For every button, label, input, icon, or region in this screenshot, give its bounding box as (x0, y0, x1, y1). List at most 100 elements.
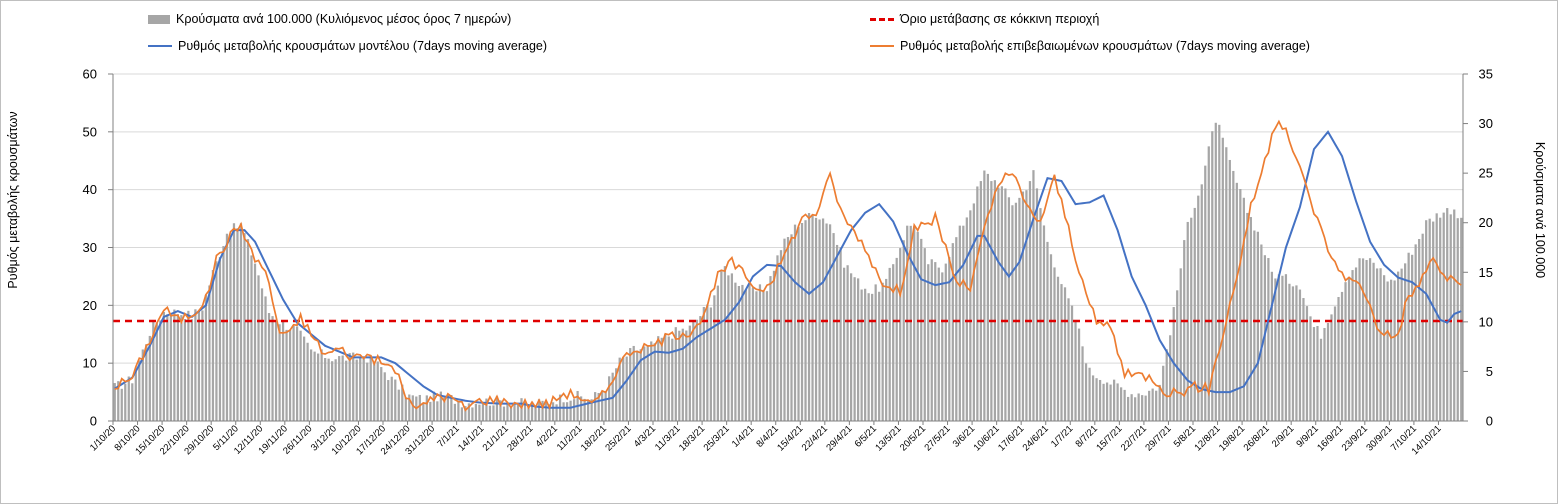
case-bar (906, 225, 909, 421)
y-left-tick-label: 60 (83, 67, 97, 82)
x-tick-label: 23/9/21 (1340, 423, 1370, 453)
x-tick-label: 12/8/21 (1192, 423, 1222, 453)
case-bar (1134, 397, 1137, 421)
case-bar (1095, 378, 1098, 421)
case-bar (506, 403, 509, 421)
case-bar (972, 203, 975, 421)
x-tick-label: 22/7/21 (1119, 423, 1149, 453)
legend-bar-swatch (148, 14, 170, 24)
case-bar (569, 400, 572, 421)
case-bar (713, 295, 716, 421)
case-bar (513, 403, 516, 421)
case-bar (1267, 258, 1270, 421)
case-bar (685, 330, 688, 421)
case-bar (502, 406, 506, 421)
case-bar (117, 381, 120, 421)
case-bar (309, 349, 313, 421)
case-bar (723, 266, 727, 421)
case-bar (888, 267, 891, 421)
case-bar (636, 350, 639, 421)
case-bar (562, 402, 565, 421)
x-tick-label: 29/7/21 (1143, 423, 1173, 453)
case-bar (983, 170, 986, 421)
case-bar (334, 359, 337, 421)
case-bar (1228, 159, 1231, 422)
case-bar (948, 256, 951, 421)
case-bar (867, 293, 870, 421)
case-bar (818, 219, 821, 421)
y-left-tick-label: 50 (83, 124, 97, 139)
line-series (114, 119, 1462, 412)
case-bar (1375, 268, 1379, 421)
case-bar (404, 397, 407, 421)
case-bar (860, 289, 863, 421)
case-bar (422, 402, 425, 421)
case-bar (969, 210, 972, 421)
case-bar (1446, 208, 1449, 421)
case-bar (499, 400, 502, 421)
legend-label-cases: Κρούσματα ανά 100.000 (Κυλιόμενος μέσος … (176, 12, 512, 26)
case-bar (260, 288, 264, 421)
x-tick-label: 1/4/21 (730, 423, 756, 449)
case-bar (324, 358, 327, 421)
case-bar (1274, 278, 1277, 421)
y-left-tick-label: 10 (83, 356, 97, 371)
legend-item-model-line: Ρυθμός μεταβολής κρουσμάτων μοντέλου (7d… (148, 39, 547, 53)
case-bar (138, 360, 141, 421)
case-bar (1028, 181, 1032, 421)
case-bar (986, 173, 989, 421)
case-bar (1081, 346, 1084, 421)
case-bar (1309, 316, 1312, 421)
case-bar (853, 277, 856, 421)
case-bar (348, 353, 351, 421)
case-bar (1397, 271, 1400, 421)
case-bar (604, 390, 607, 421)
case-bar (1256, 231, 1259, 421)
case-bar (215, 261, 218, 421)
case-bar (183, 319, 187, 421)
case-bar (1358, 258, 1361, 421)
case-bar (1340, 291, 1344, 421)
case-bar (355, 359, 358, 421)
case-bar (453, 403, 457, 421)
case-bar (1169, 335, 1172, 421)
case-bar (958, 225, 961, 421)
case-bar (702, 306, 705, 421)
case-bar (716, 285, 719, 421)
case-bar (457, 401, 460, 421)
case-bar (509, 406, 513, 421)
case-bar (362, 358, 365, 421)
case-bar (772, 270, 776, 421)
case-bar (201, 310, 204, 421)
case-bar (597, 392, 600, 421)
case-bar (397, 389, 400, 421)
case-bar (1053, 267, 1056, 421)
case-bar (667, 336, 670, 421)
case-bar (1109, 384, 1112, 421)
case-bar (1428, 218, 1431, 421)
case-bar (1351, 270, 1354, 421)
case-bar (1277, 274, 1281, 421)
case-bar (520, 398, 523, 421)
case-bar (169, 316, 172, 421)
case-bar (678, 330, 681, 421)
case-bar (758, 284, 762, 421)
case-bar (1105, 382, 1109, 421)
case-bar (1354, 267, 1358, 421)
case-bar (218, 256, 222, 421)
case-bar (664, 333, 667, 421)
case-bar (1242, 197, 1245, 421)
case-bar (474, 403, 478, 421)
case-bar (1176, 290, 1179, 421)
case-bar (1204, 165, 1207, 421)
case-bar (1074, 319, 1077, 421)
case-bar (1221, 137, 1224, 421)
case-bar (285, 329, 288, 421)
case-bar (141, 349, 144, 421)
case-bar (1361, 258, 1365, 421)
x-tick-label: 25/2/21 (603, 423, 633, 453)
case-bar (783, 238, 786, 421)
case-bar (828, 224, 832, 421)
case-bar (846, 265, 849, 421)
case-bar (1418, 239, 1421, 421)
